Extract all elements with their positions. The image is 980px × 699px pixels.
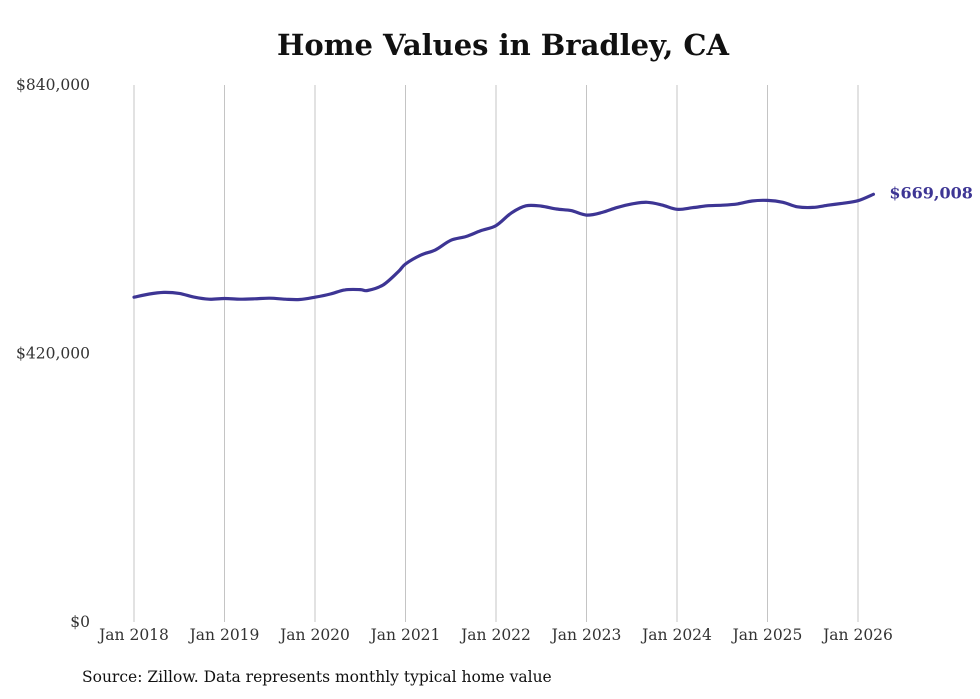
series-layer: $669,008 [132, 183, 973, 302]
x-tick-label: Jan 2024 [640, 626, 712, 644]
x-axis-labels: Jan 2018 Jan 2019 Jan 2020 Jan 2021 Jan 2022… [97, 626, 893, 644]
x-tick-label: Jan 2025 [731, 626, 803, 644]
x-tick-label: Jan 2022 [459, 626, 531, 644]
x-tick-label: Jan 2021 [369, 626, 441, 644]
x-tick-label: Jan 2019 [188, 626, 260, 644]
y-axis-labels: $0 $420,000 $840,000 [16, 76, 90, 631]
source-note: Source: Zillow. Data represents monthly … [82, 668, 552, 686]
x-tick-label: Jan 2018 [97, 626, 169, 644]
x-tick-label: Jan 2020 [278, 626, 350, 644]
x-tick-label: Jan 2026 [821, 626, 893, 644]
chart-title: Home Values in Bradley, CA [277, 28, 729, 62]
gridlines [133, 85, 859, 622]
y-tick-label: $420,000 [16, 345, 90, 363]
x-tick-label: Jan 2023 [550, 626, 622, 644]
y-tick-label: $840,000 [16, 76, 90, 94]
series-end-label: $669,008 [889, 183, 973, 202]
series-line [132, 192, 875, 302]
y-tick-label: $0 [70, 613, 90, 631]
